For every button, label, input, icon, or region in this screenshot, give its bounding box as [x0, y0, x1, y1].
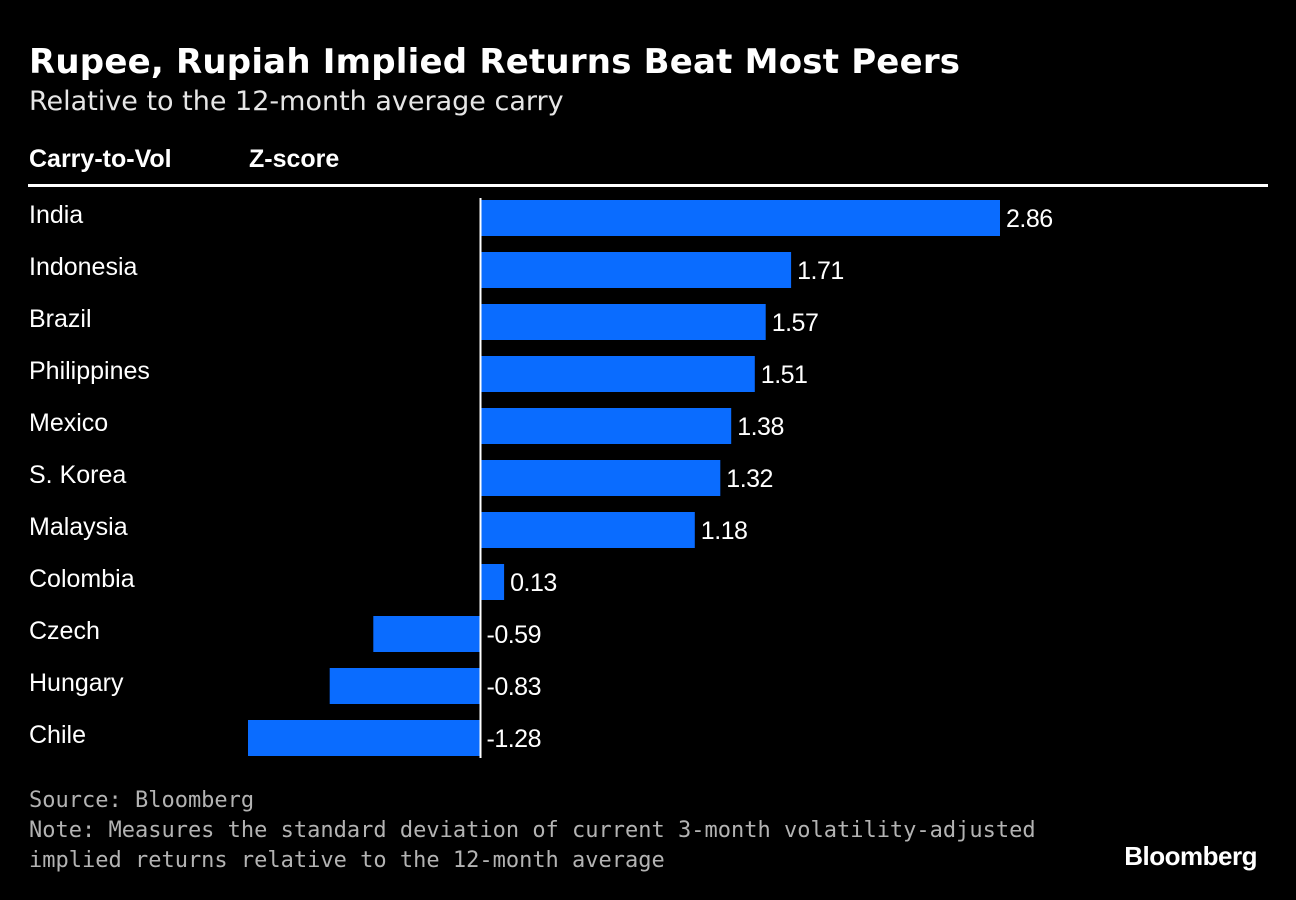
value-label-indonesia: 1.71: [797, 257, 844, 285]
chart-title: Rupee, Rupiah Implied Returns Beat Most …: [29, 42, 961, 82]
value-label-brazil: 1.57: [772, 309, 819, 337]
category-label-indonesia: Indonesia: [29, 253, 138, 281]
bar-hungary: [329, 668, 481, 704]
bar-indonesia: [480, 252, 792, 288]
category-label-colombia: Colombia: [29, 565, 135, 593]
header-rule: [28, 184, 1268, 187]
bar-brazil: [480, 304, 766, 340]
value-label-philippines: 1.51: [761, 361, 808, 389]
category-label-india: India: [29, 201, 83, 229]
bar-colombia: [480, 564, 505, 600]
category-label-philippines: Philippines: [29, 357, 150, 385]
bar-czech: [373, 616, 481, 652]
chart-subtitle: Relative to the 12-month average carry: [29, 86, 564, 117]
value-label-chile: -1.28: [487, 725, 541, 753]
value-label-hungary: -0.83: [487, 673, 541, 701]
category-label-czech: Czech: [29, 617, 100, 645]
value-label-mexico: 1.38: [737, 413, 784, 441]
category-label-mexico: Mexico: [29, 409, 108, 437]
category-label-hungary: Hungary: [29, 669, 124, 697]
bloomberg-logo: Bloomberg: [1124, 841, 1257, 871]
bar-mexico: [480, 408, 732, 444]
footnote-line-1: Note: Measures the standard deviation of…: [29, 818, 1036, 843]
category-label-malaysia: Malaysia: [29, 513, 128, 541]
source-note: Source: Bloomberg: [29, 788, 255, 813]
value-column-header: Z-score: [249, 145, 340, 173]
bar-s-korea: [480, 460, 721, 496]
value-label-india: 2.86: [1006, 205, 1053, 233]
value-label-malaysia: 1.18: [701, 517, 748, 545]
footnote-line-2: implied returns relative to the 12-month…: [29, 848, 665, 873]
category-column-header: Carry-to-Vol: [29, 145, 172, 173]
value-label-colombia: 0.13: [510, 569, 557, 597]
category-label-s-korea: S. Korea: [29, 461, 126, 489]
bar-philippines: [480, 356, 755, 392]
category-label-chile: Chile: [29, 721, 86, 749]
value-label-s-korea: 1.32: [726, 465, 773, 493]
bar-malaysia: [480, 512, 695, 548]
bar-india: [480, 200, 1000, 236]
value-label-czech: -0.59: [487, 621, 541, 649]
bar-chile: [248, 720, 481, 756]
category-label-brazil: Brazil: [29, 305, 92, 333]
